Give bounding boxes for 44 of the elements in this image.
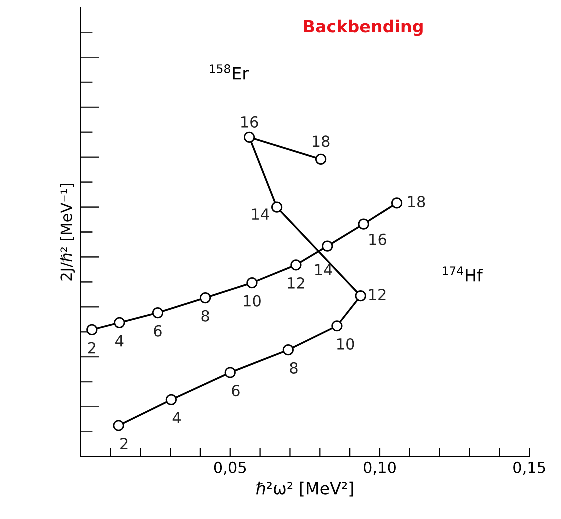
point [166,394,177,406]
point [224,367,236,378]
annotation: $^{174}$Hf [443,266,484,282]
annotation: 8 [202,310,210,322]
annotation: 16 [370,234,386,246]
point [391,198,403,209]
point [272,202,283,213]
point [152,307,164,319]
point [86,324,98,336]
point [244,132,256,143]
point [246,277,258,289]
annotation: 12 [288,277,304,289]
x-axis-title: ℏ²ω² [MeV²] [256,482,354,497]
annotation: 4 [172,412,181,424]
point [290,260,302,271]
annotation: 12 [369,288,386,300]
annotation: 6 [232,385,240,397]
annotation: 14 [315,264,332,276]
point [322,240,334,252]
annotation: 16 [241,116,258,128]
x-tick-label: 0,15 [514,462,546,475]
annotation: 4 [116,335,124,347]
x-tick-label: 0,05 [214,462,246,475]
point [200,292,212,304]
point [114,317,126,328]
annotation: 8 [290,362,298,374]
point [358,218,370,230]
annotation: 18 [313,136,330,148]
point [355,290,366,302]
point [315,154,327,166]
point [332,320,343,332]
x-tick-label: 0,10 [364,462,396,475]
annotation: 10 [244,295,261,307]
annotation: 6 [154,325,162,337]
chart-title: Backbending [304,20,423,36]
point [113,420,124,432]
annotation: 10 [337,338,354,350]
annotation: 2 [120,438,128,450]
annotation: 2 [88,342,96,354]
point [282,344,294,356]
annotation: 14 [252,208,270,220]
text: $^{158}$Er [210,64,249,80]
annotation: 18 [408,196,426,208]
y-axis-title: 2J/ℏ² [MeV⁻¹] [60,184,76,281]
